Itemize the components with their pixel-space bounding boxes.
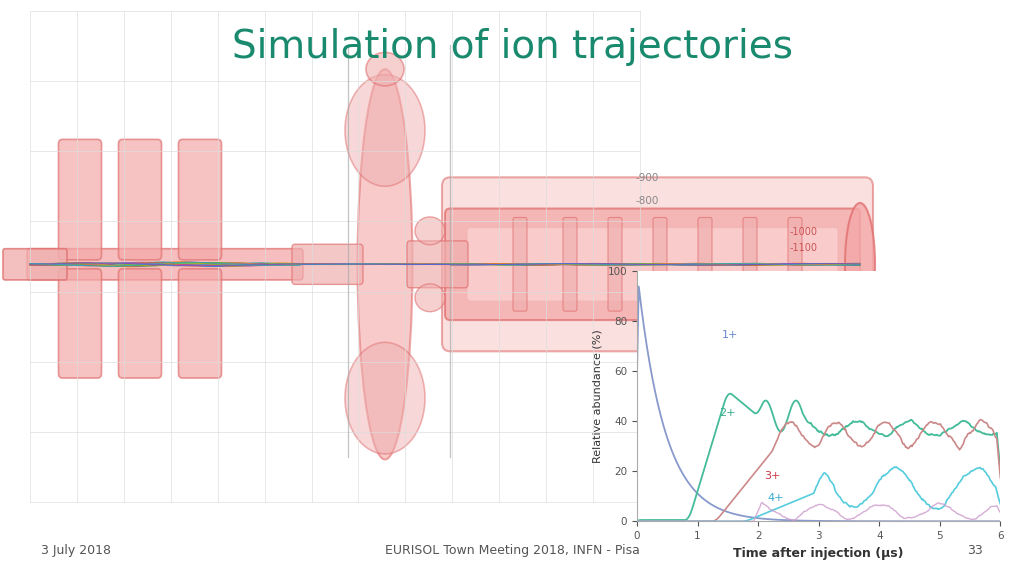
FancyBboxPatch shape — [608, 218, 622, 311]
FancyBboxPatch shape — [119, 139, 162, 260]
Ellipse shape — [415, 217, 445, 245]
Text: 3 July 2018: 3 July 2018 — [41, 544, 111, 556]
Ellipse shape — [345, 342, 425, 454]
Ellipse shape — [845, 203, 874, 325]
FancyBboxPatch shape — [27, 249, 303, 280]
Ellipse shape — [357, 69, 413, 460]
Ellipse shape — [415, 284, 445, 312]
FancyBboxPatch shape — [58, 269, 101, 378]
FancyBboxPatch shape — [178, 139, 221, 260]
FancyBboxPatch shape — [178, 269, 221, 378]
Text: 3+: 3+ — [764, 471, 780, 481]
FancyBboxPatch shape — [653, 218, 667, 311]
FancyBboxPatch shape — [407, 241, 468, 288]
Text: -1100: -1100 — [790, 242, 818, 253]
FancyBboxPatch shape — [119, 269, 162, 378]
Text: EURISOL Town Meeting 2018, INFN - Pisa: EURISOL Town Meeting 2018, INFN - Pisa — [385, 544, 639, 556]
Text: 1+: 1+ — [722, 331, 738, 340]
Text: Simulation of ion trajectories: Simulation of ion trajectories — [231, 28, 793, 66]
Ellipse shape — [366, 52, 404, 86]
FancyBboxPatch shape — [445, 209, 860, 320]
FancyBboxPatch shape — [743, 218, 757, 311]
Text: -1100: -1100 — [802, 304, 830, 314]
FancyBboxPatch shape — [467, 228, 838, 301]
Text: 2+: 2+ — [719, 408, 735, 418]
Text: 33: 33 — [968, 544, 983, 556]
FancyBboxPatch shape — [513, 218, 527, 311]
Text: -900: -900 — [636, 173, 659, 183]
Y-axis label: Relative abundance (%): Relative abundance (%) — [592, 329, 602, 463]
X-axis label: Time after injection (μs): Time after injection (μs) — [733, 547, 904, 559]
FancyBboxPatch shape — [788, 218, 802, 311]
FancyBboxPatch shape — [442, 177, 873, 351]
FancyBboxPatch shape — [3, 249, 67, 280]
Ellipse shape — [345, 75, 425, 186]
FancyBboxPatch shape — [563, 218, 577, 311]
Text: -1000: -1000 — [802, 282, 830, 291]
FancyBboxPatch shape — [292, 244, 362, 285]
FancyBboxPatch shape — [698, 218, 712, 311]
FancyBboxPatch shape — [58, 139, 101, 260]
Text: 4+: 4+ — [767, 493, 783, 503]
Text: -800: -800 — [636, 196, 659, 206]
Text: -1000: -1000 — [790, 227, 818, 237]
